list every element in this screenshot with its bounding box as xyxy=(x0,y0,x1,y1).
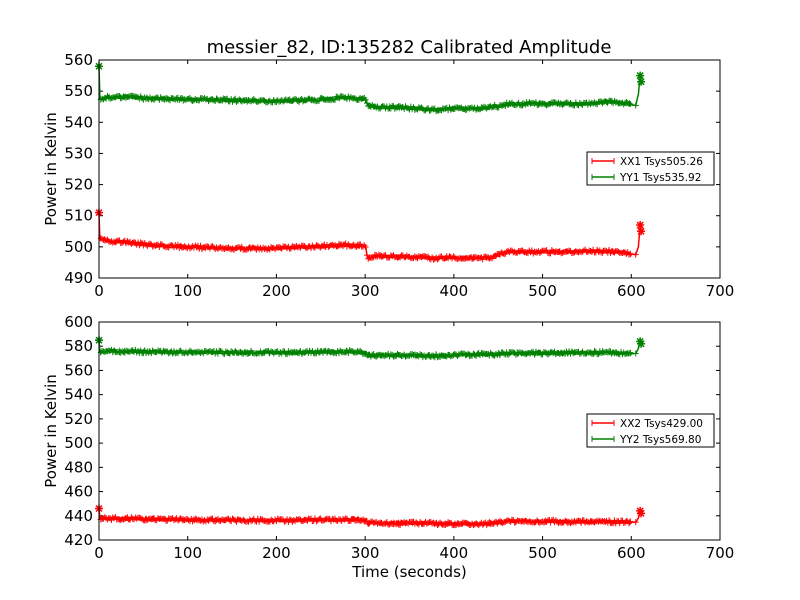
bottom-chart-series-2-point xyxy=(636,337,645,346)
top-chart-x-tick-label: 0 xyxy=(94,282,104,300)
bottom-chart-series-1-point xyxy=(637,509,646,518)
bottom-chart-y-tick-label: 480 xyxy=(64,458,93,476)
top-chart-legend: XX1 Tsys505.26 YY1 Tsys535.92 xyxy=(586,151,715,186)
top-chart-legend-label: YY1 Tsys535.92 xyxy=(619,172,701,184)
top-chart-series-1-point xyxy=(637,227,646,236)
top-chart-series-1-point xyxy=(636,221,645,230)
top-chart-x-tick-label: 700 xyxy=(706,282,735,300)
top-chart-axes: 0 100 200 300 400 500 600 700 490 500 510 520 530 540… xyxy=(64,51,734,300)
top-chart-x-tick-label: 400 xyxy=(440,282,469,300)
top-chart-series-2-point xyxy=(636,71,645,80)
bottom-chart-x-tick-label: 200 xyxy=(262,544,291,562)
top-chart-y-tick-label: 550 xyxy=(64,82,93,100)
bottom-chart-legend-marker xyxy=(591,436,615,442)
top-chart-legend-label: XX1 Tsys505.26 xyxy=(620,156,703,168)
figure-title: messier_82, ID:135282 Calibrated Amplitu… xyxy=(207,37,612,58)
bottom-chart-x-axis-label: Time (seconds) xyxy=(351,563,467,581)
top-chart-y-tick-label: 520 xyxy=(64,176,93,194)
bottom-chart-y-tick-label: 600 xyxy=(64,313,93,331)
top-chart-y-axis-label: Power in Kelvin xyxy=(42,112,60,226)
bottom-chart-y-tick-label: 580 xyxy=(64,337,93,355)
bottom-chart-frame xyxy=(98,321,721,541)
bottom-chart-y-tick-label: 440 xyxy=(64,507,93,525)
bottom-chart-axes: 0 100 200 300 400 500 600 700 420 440 460 480 500 520… xyxy=(64,313,734,562)
bottom-chart-x-tick-label: 400 xyxy=(440,544,469,562)
bottom-chart-x-tick-label: 300 xyxy=(351,544,380,562)
bottom-chart-series-2-point xyxy=(637,339,646,348)
bottom-chart-x-tick-label: 600 xyxy=(617,544,646,562)
top-chart-legend-box xyxy=(586,151,715,186)
top-chart-y-tick-label: 540 xyxy=(64,113,93,131)
top-chart-legend-marker xyxy=(591,158,615,164)
top-chart-series-1 xyxy=(95,208,646,263)
bottom-chart-y-tick-label: 560 xyxy=(64,361,93,379)
top-chart-y-tick-label: 530 xyxy=(64,144,93,162)
bottom-chart-y-tick-label: 540 xyxy=(64,386,93,404)
bottom-chart-legend: XX2 Tsys429.00 YY2 Tsys569.80 xyxy=(586,413,715,448)
bottom-chart-legend-label: YY2 Tsys569.80 xyxy=(619,434,701,446)
top-chart-x-tick-label: 300 xyxy=(351,282,380,300)
bottom-chart-y-tick-label: 420 xyxy=(64,531,93,549)
top-chart-x-tick-label: 100 xyxy=(173,282,202,300)
top-chart-legend-marker xyxy=(591,174,615,180)
bottom-chart-x-tick-label: 500 xyxy=(528,544,557,562)
top-chart-panel: 0 100 200 300 400 500 600 700 490 500 510 520 530 540… xyxy=(42,51,734,300)
bottom-chart-y-tick-label: 500 xyxy=(64,434,93,452)
top-chart-y-tick-label: 560 xyxy=(64,51,93,69)
bottom-chart-legend-entry: XX2 Tsys429.00 xyxy=(591,418,703,430)
top-chart-series xyxy=(95,62,646,263)
bottom-chart-x-tick-label: 100 xyxy=(173,544,202,562)
bottom-chart-y-axis-label: Power in Kelvin xyxy=(42,374,60,488)
top-chart-frame xyxy=(98,59,721,279)
bottom-chart-series-1-point xyxy=(636,506,645,515)
bottom-chart-legend-box xyxy=(586,413,715,448)
top-chart-x-tick-label: 500 xyxy=(528,282,557,300)
bottom-chart-x-tick-label: 700 xyxy=(706,544,735,562)
top-chart-y-tick-label: 500 xyxy=(64,238,93,256)
bottom-chart-legend-marker xyxy=(591,420,615,426)
bottom-chart-legend-label: XX2 Tsys429.00 xyxy=(620,418,703,430)
top-chart-legend-entry: XX1 Tsys505.26 xyxy=(591,156,703,168)
bottom-chart-panel: 0 100 200 300 400 500 600 700 420 440 460 480 500 520… xyxy=(42,313,734,581)
bottom-chart-y-tick-label: 460 xyxy=(64,483,93,501)
top-chart-y-tick-label: 490 xyxy=(64,269,93,287)
bottom-chart-y-tick-label: 520 xyxy=(64,410,93,428)
top-chart-y-tick-label: 510 xyxy=(64,207,93,225)
bottom-chart-legend-entry: YY2 Tsys569.80 xyxy=(591,434,701,446)
top-chart-x-tick-label: 200 xyxy=(262,282,291,300)
top-chart-series-2-point xyxy=(637,77,646,86)
top-chart-legend-entry: YY1 Tsys535.92 xyxy=(591,172,701,184)
bottom-chart-x-tick-label: 0 xyxy=(94,544,104,562)
top-chart-x-tick-label: 600 xyxy=(617,282,646,300)
